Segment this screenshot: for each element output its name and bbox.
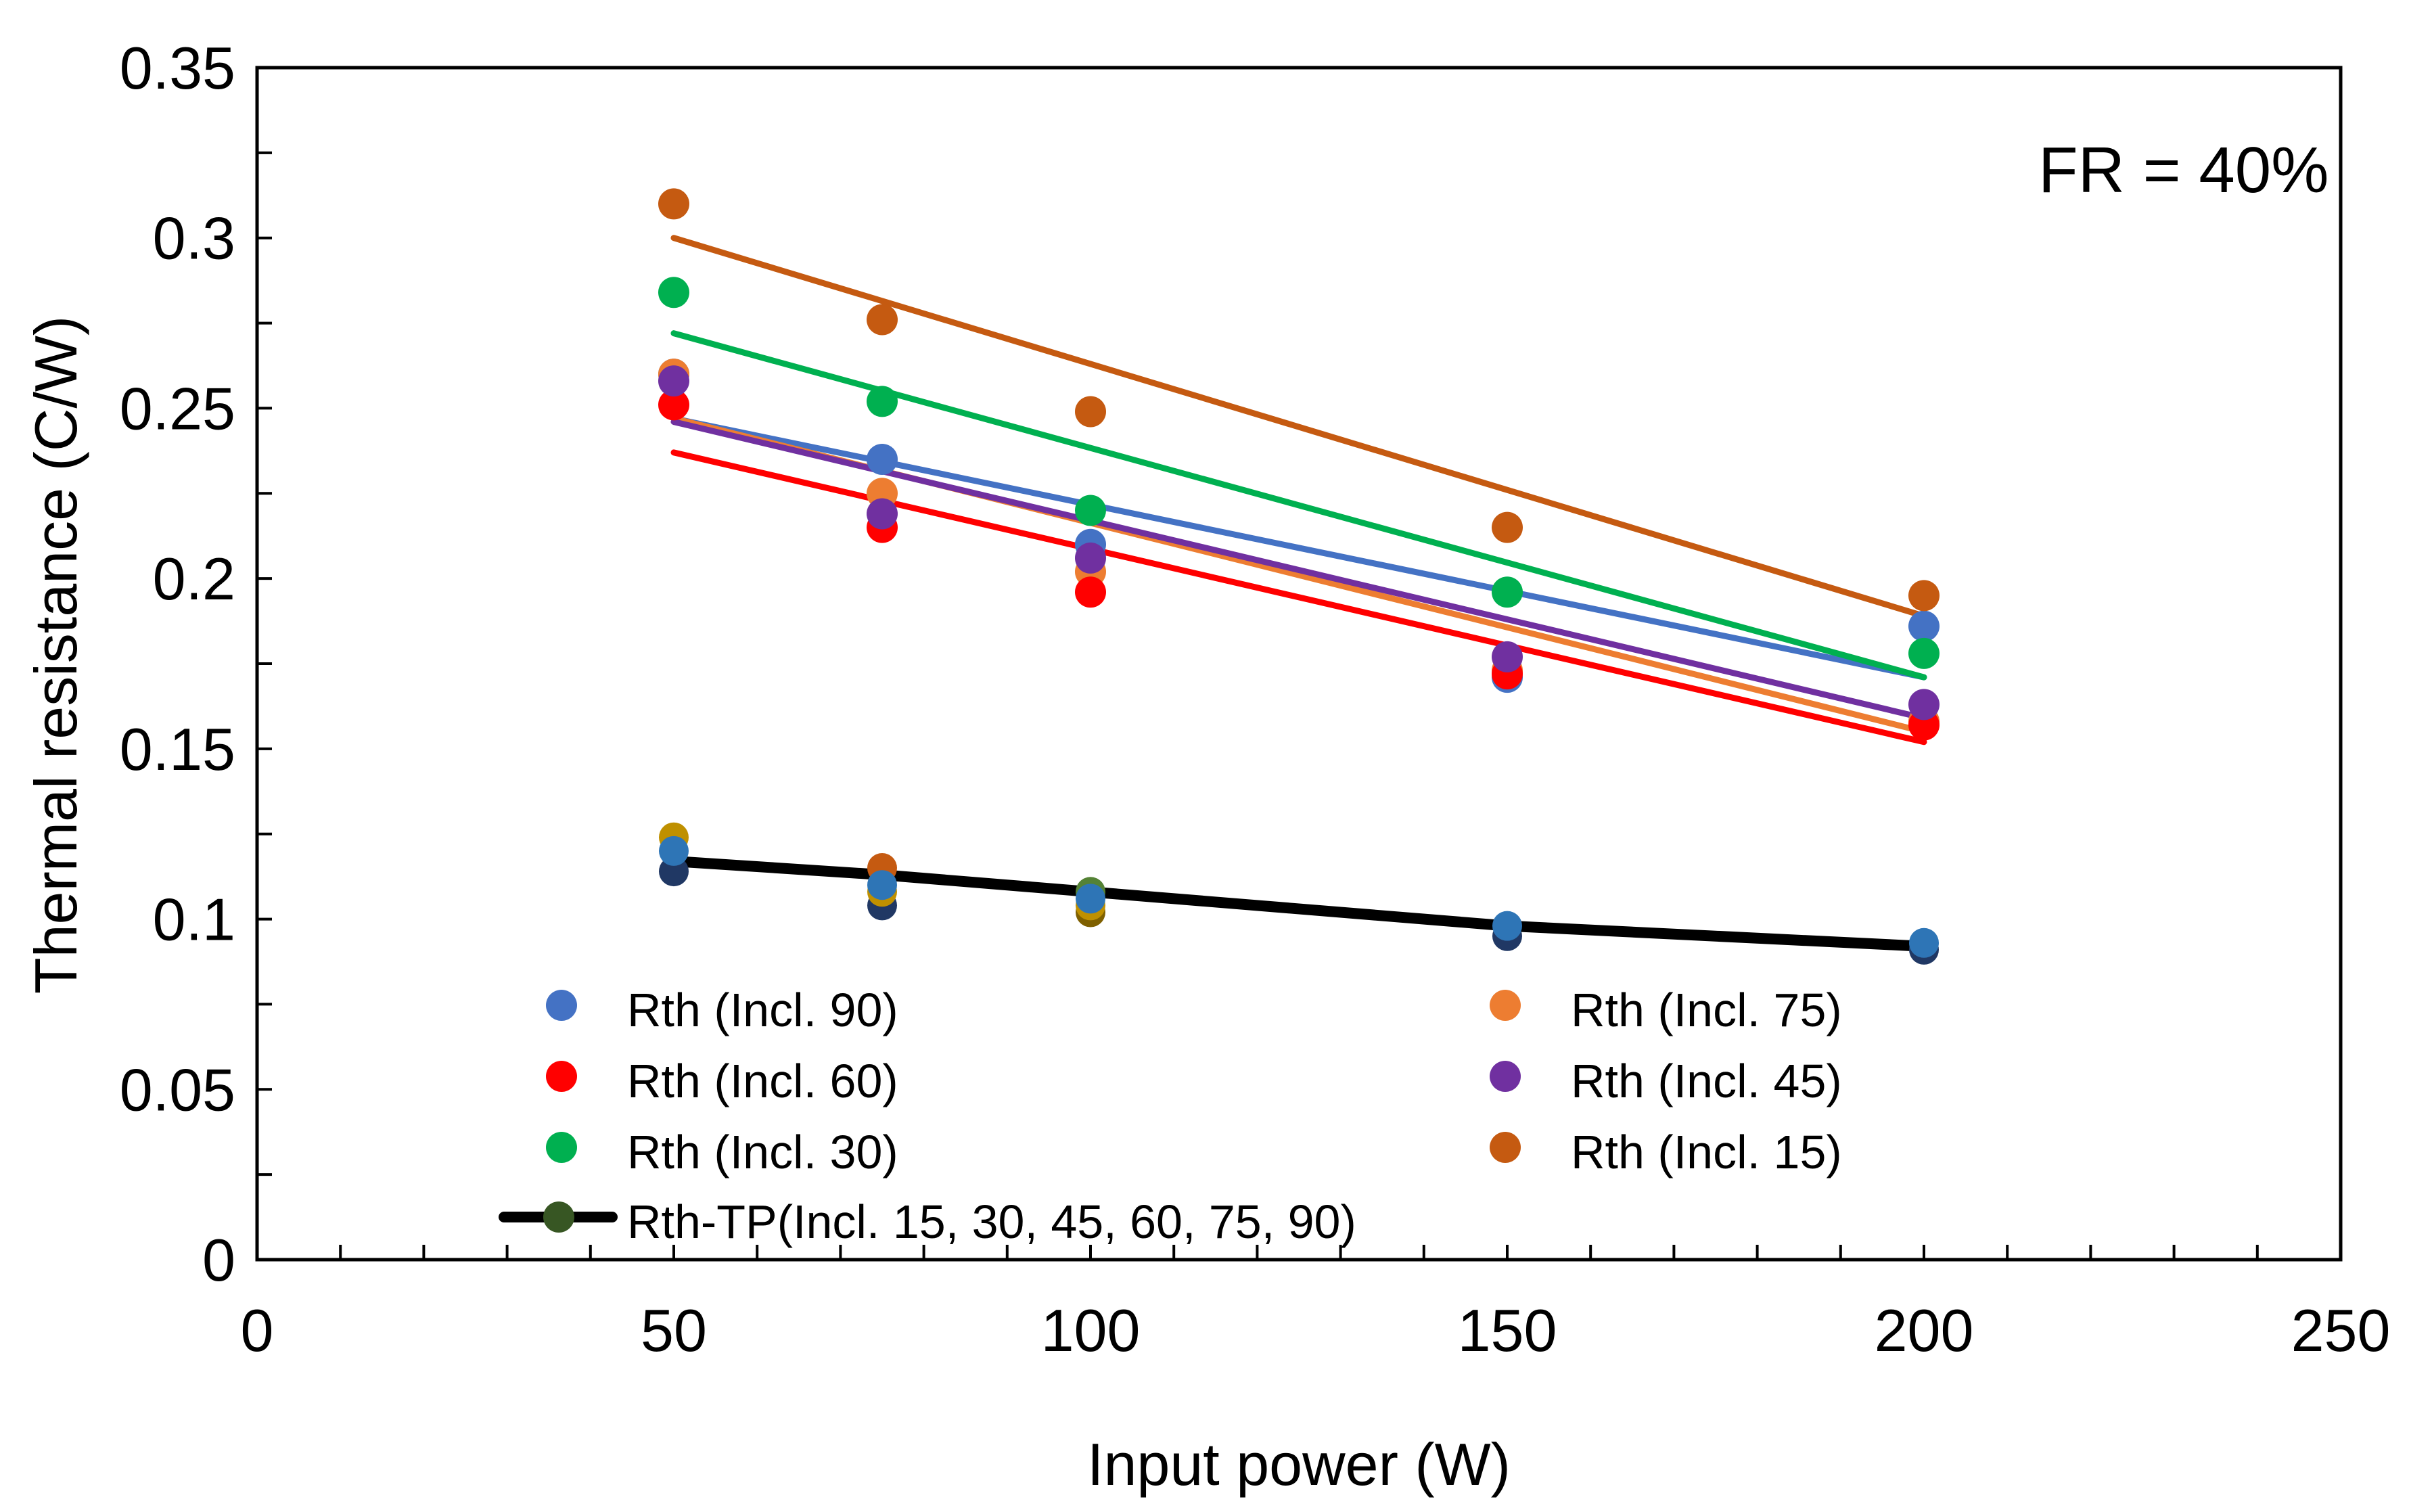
tp-point [1076,884,1105,914]
data-points [658,188,1940,741]
legend-marker [546,1061,577,1092]
x-tick-label: 0 [241,1297,274,1364]
data-point [867,498,898,530]
data-point [658,389,689,421]
fr-annotation: FR = 40% [2038,134,2329,206]
y-tick-label: 0.15 [120,716,235,783]
legend-label: Rth-TP(Incl. 15, 30, 45, 60, 75, 90) [627,1195,1356,1248]
data-point [1075,576,1106,608]
y-tick-label: 0.05 [120,1056,235,1123]
x-tick-label: 100 [1041,1297,1141,1364]
y-tick-label: 0.1 [153,886,235,953]
tp-point [659,856,689,887]
legend-label: Rth (Incl. 90) [627,984,898,1036]
legend-marker [1490,1061,1521,1092]
data-point [658,277,689,308]
legend-marker [1490,1132,1521,1163]
tp-point [1909,927,1939,958]
data-point [1075,495,1106,526]
y-tick-label: 0.2 [153,545,235,612]
legend-marker [546,1132,577,1163]
y-tick-label: 0.3 [153,205,235,272]
legend: Rth (Incl. 90) Rth (Incl. 75) Rth (Incl. 6… [499,984,1842,1248]
data-point [1908,580,1940,612]
data-point [1908,637,1940,669]
y-tick-label: 0 [202,1227,235,1293]
x-tick-label: 50 [641,1297,707,1364]
legend-label: Rth (Incl. 15) [1571,1126,1842,1178]
legend-label: Rth (Incl. 45) [1571,1055,1842,1107]
data-point [1075,396,1106,428]
x-tick-label: 150 [1458,1297,1557,1364]
tp-point [1492,911,1522,941]
tp-point [659,835,689,866]
y-tick-label: 0.25 [120,375,235,442]
x-axis-label: Input power (W) [1087,1431,1511,1498]
data-point [1075,542,1106,574]
legend-label: Rth (Incl. 30) [627,1126,898,1178]
tp-point [867,870,897,900]
legend-tp-marker [543,1201,574,1233]
y-axis-label: Thermal resistance (C/W) [22,316,89,994]
legend-label: Rth (Incl. 75) [1571,984,1842,1036]
legend-marker [1490,990,1521,1021]
data-point [867,386,898,417]
x-tick-label: 200 [1875,1297,1974,1364]
tick-labels: 0 50 100 150 200 250 0 0.05 0.1 0.15 0.2 0.25 0.3 0.3… [120,35,2391,1364]
axis-ticks [256,66,2342,1261]
plot-area-frame [255,66,2343,1262]
tp-series [659,822,1939,965]
data-point [1492,576,1523,608]
legend-label: Rth (Incl. 60) [627,1055,898,1107]
x-tick-label: 250 [2291,1297,2391,1364]
data-point [658,188,689,220]
y-tick-label: 0.35 [120,35,235,101]
data-point [1908,610,1940,642]
data-point [1492,641,1523,672]
trend-line [670,235,1927,620]
data-point [867,443,898,475]
data-point [867,304,898,336]
legend-marker [546,990,577,1021]
data-point [1908,689,1940,720]
data-point [658,365,689,397]
data-point [1492,511,1523,543]
